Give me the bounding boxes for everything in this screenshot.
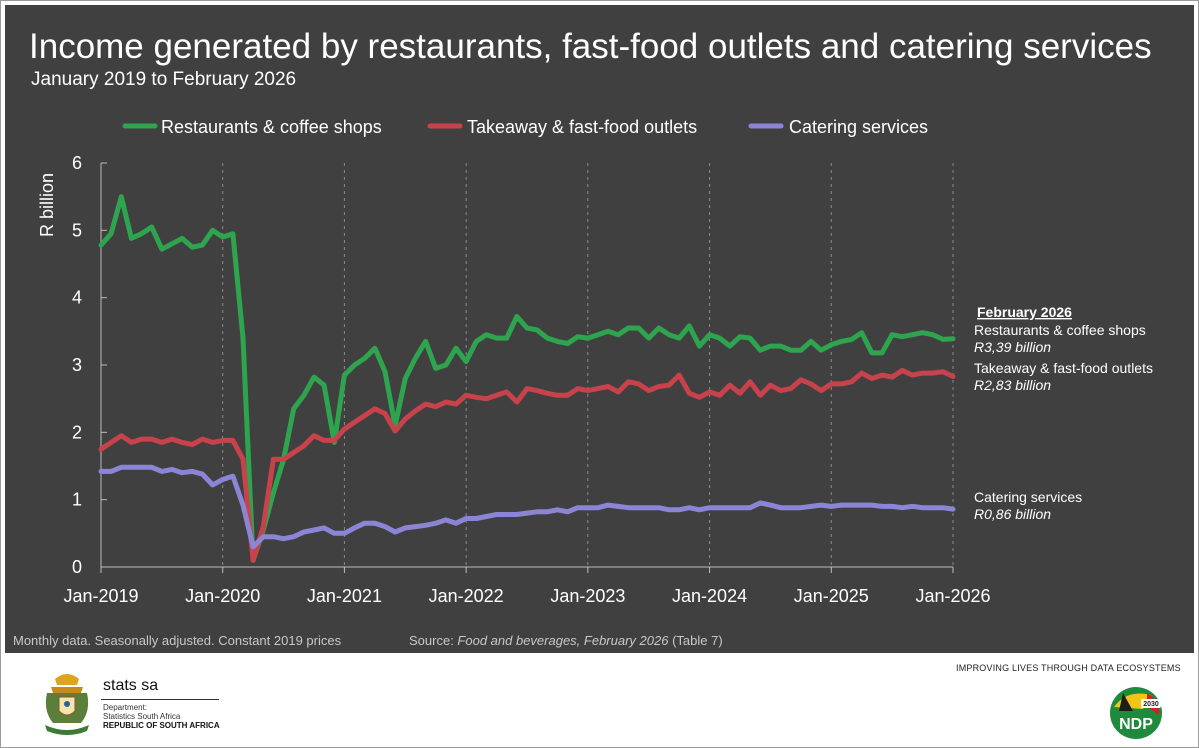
dept-line-2: Statistics South Africa <box>103 712 181 721</box>
stats-sa-logo: stats sa Department: Statistics South Af… <box>37 671 227 739</box>
slogan-text: IMPROVING LIVES THROUGH DATA ECOSYSTEMS <box>956 663 1181 673</box>
x-tick-label: Jan-2026 <box>915 586 990 606</box>
y-tick-label: 1 <box>72 490 82 510</box>
series-line-3 <box>98 464 956 550</box>
coat-of-arms-icon <box>45 674 89 735</box>
x-tick-label: Jan-2021 <box>307 586 382 606</box>
chart-grid <box>222 163 954 567</box>
y-tick-label: 5 <box>72 220 82 240</box>
annotation-value-2: R2,83 billion <box>974 377 1051 393</box>
annotation-value-1: R3,39 billion <box>974 339 1051 355</box>
y-tick-label: 4 <box>72 288 82 308</box>
source-suffix: (Table 7) <box>668 633 723 648</box>
brand-name: stats sa <box>103 677 159 694</box>
annotation-label-1: Restaurants & coffee shops <box>974 322 1146 338</box>
legend-label-1: Restaurants & coffee shops <box>161 117 382 137</box>
ndp-2030-logo: 2030 NDP <box>1110 687 1162 739</box>
line-chart: Restaurants & coffee shops Takeaway & fas… <box>37 117 1153 606</box>
series-line-2 <box>98 367 956 563</box>
y-tick-label: 0 <box>72 557 82 577</box>
legend-label-2: Takeaway & fast-food outlets <box>467 117 697 137</box>
y-tick-label: 2 <box>72 422 82 442</box>
brand-divider <box>101 699 219 700</box>
chart-panel: Income generated by restaurants, fast-fo… <box>5 5 1194 653</box>
chart-legend: Restaurants & coffee shops Takeaway & fas… <box>122 117 928 137</box>
dept-line-1: Department: <box>103 703 148 712</box>
x-tick-label: Jan-2022 <box>429 586 504 606</box>
legend-label-3: Catering services <box>789 117 928 137</box>
y-axis-label: R billion <box>37 173 57 237</box>
source-prefix: Source: <box>409 633 458 648</box>
chart-subtitle: January 2019 to February 2026 <box>31 69 297 90</box>
chart-source: Source: Food and beverages, February 202… <box>409 633 723 648</box>
annotation-label-2: Takeaway & fast-food outlets <box>974 360 1153 376</box>
x-tick-label: Jan-2025 <box>794 586 869 606</box>
ndp-year: 2030 <box>1143 701 1159 708</box>
chart-axes: 0 1 2 3 4 5 6 R billion Jan-2019 Jan-2020 Jan-2021… <box>37 153 991 606</box>
series-line-1 <box>98 194 956 563</box>
y-tick-label: 3 <box>72 355 82 375</box>
annotation-value-3: R0,86 billion <box>974 506 1051 522</box>
chart-series <box>98 194 956 563</box>
chart-footnote: Monthly data. Seasonally adjusted. Const… <box>13 633 342 648</box>
dept-line-3: REPUBLIC OF SOUTH AFRICA <box>103 721 220 730</box>
ndp-text: NDP <box>1119 716 1153 733</box>
x-tick-label: Jan-2024 <box>672 586 747 606</box>
y-tick-label: 6 <box>72 153 82 173</box>
annotation-heading: February 2026 <box>977 304 1072 320</box>
x-tick-label: Jan-2020 <box>185 586 260 606</box>
chart-title: Income generated by restaurants, fast-fo… <box>29 27 1152 66</box>
x-tick-label: Jan-2023 <box>550 586 625 606</box>
source-publication: Food and beverages, February 2026 <box>457 633 669 648</box>
x-tick-label: Jan-2019 <box>63 586 138 606</box>
annotation-label-3: Catering services <box>974 489 1082 505</box>
